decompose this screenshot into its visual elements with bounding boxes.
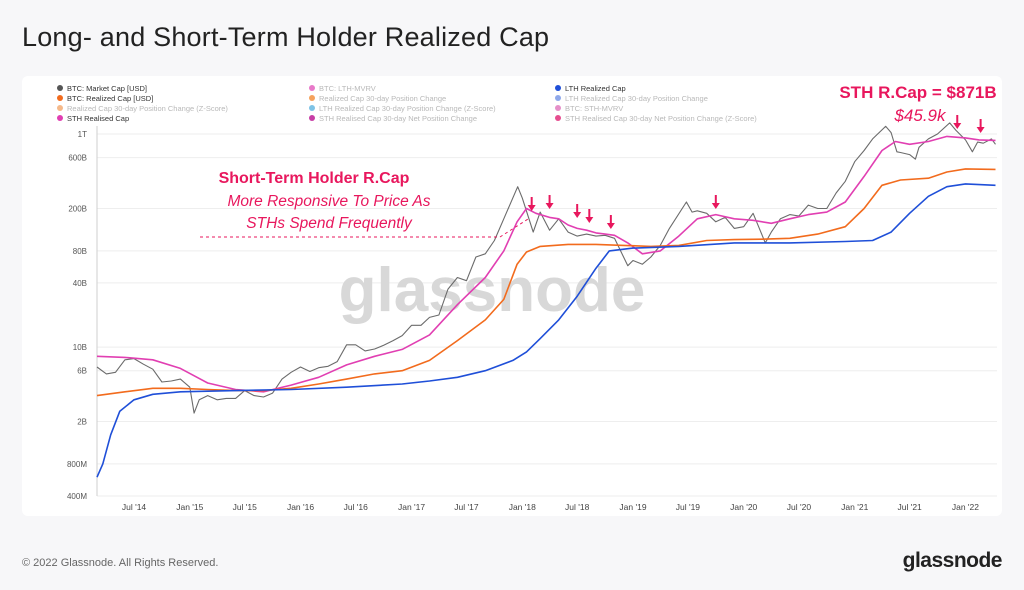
- legend-label[interactable]: LTH Realized Cap 30-day Position Change: [565, 94, 708, 103]
- legend-marker[interactable]: [555, 105, 561, 111]
- legend-label[interactable]: BTC: Market Cap [USD]: [67, 84, 147, 93]
- down-arrow-icon: [976, 119, 985, 133]
- legend-label[interactable]: Realized Cap 30-day Position Change: [319, 94, 446, 103]
- legend-marker[interactable]: [555, 115, 561, 121]
- y-tick-label: 800M: [67, 460, 87, 469]
- down-arrow-icon: [585, 209, 594, 223]
- x-tick-label: Jan '18: [509, 502, 536, 512]
- y-tick-label: 80B: [73, 247, 87, 256]
- y-tick-label: 2B: [77, 418, 87, 427]
- annotation-arrows: [527, 115, 985, 229]
- y-tick-label: 1T: [78, 130, 87, 139]
- legend-label[interactable]: BTC: LTH-MVRV: [319, 84, 376, 93]
- legend-label[interactable]: STH Realised Cap 30-day Net Position Cha…: [319, 114, 477, 123]
- series-line-lth-realized-cap: [96, 183, 996, 478]
- series-group: [96, 122, 996, 478]
- chart-card: BTC: Market Cap [USD] BTC: LTH-MVRV LTH Re…: [22, 76, 1002, 516]
- legend-marker[interactable]: [57, 105, 63, 111]
- x-axis: Jul '14 Jan '15 Jul '15 Jan '16 Jul '16 Jan '…: [122, 502, 979, 512]
- x-tick-label: Jul '21: [897, 502, 922, 512]
- callout: Short-Term Holder R.Cap More Responsive …: [200, 170, 529, 238]
- footer-brand-logo: glassnode: [902, 549, 1003, 572]
- x-tick-label: Jul '14: [122, 502, 147, 512]
- x-tick-label: Jan '16: [287, 502, 314, 512]
- down-arrow-icon: [527, 197, 536, 211]
- down-arrow-icon: [573, 204, 582, 218]
- x-tick-label: Jan '22: [952, 502, 979, 512]
- series-line-sth-realised-cap: [96, 135, 996, 393]
- legend-marker[interactable]: [57, 115, 63, 121]
- y-tick-label: 10B: [73, 343, 87, 352]
- callout-title: Short-Term Holder R.Cap: [219, 170, 410, 187]
- watermark: glassnode: [339, 256, 646, 325]
- down-arrow-icon: [711, 195, 720, 209]
- legend-marker[interactable]: [309, 115, 315, 121]
- legend-marker[interactable]: [555, 95, 561, 101]
- x-tick-label: Jan '17: [398, 502, 425, 512]
- x-tick-label: Jul '20: [787, 502, 812, 512]
- chart-grid: [96, 126, 997, 497]
- legend-label[interactable]: STH Realised Cap 30-day Net Position Cha…: [565, 114, 757, 123]
- y-tick-label: 600B: [68, 154, 87, 163]
- chart-svg: BTC: Market Cap [USD] BTC: LTH-MVRV LTH Re…: [57, 83, 997, 512]
- y-axis: 1T 600B 200B 80B 40B 10B 6B 2B 800M 400M: [67, 130, 87, 501]
- legend-label[interactable]: BTC: STH-MVRV: [565, 104, 623, 113]
- legend-marker[interactable]: [57, 85, 63, 91]
- legend-label[interactable]: LTH Realized Cap: [565, 84, 626, 93]
- x-tick-label: Jul '15: [233, 502, 258, 512]
- sth-cap-label: STH R.Cap = $871B: [839, 83, 996, 102]
- x-tick-label: Jan '21: [841, 502, 868, 512]
- legend-label[interactable]: BTC: Realized Cap [USD]: [67, 94, 153, 103]
- callout-line-2: STHs Spend Frequently: [246, 215, 413, 232]
- legend-marker[interactable]: [309, 85, 315, 91]
- y-tick-label: 6B: [77, 367, 87, 376]
- x-tick-label: Jul '17: [454, 502, 479, 512]
- legend-marker[interactable]: [555, 85, 561, 91]
- x-tick-label: Jul '16: [344, 502, 369, 512]
- legend-label[interactable]: LTH Realized Cap 30-day Position Change …: [319, 104, 496, 113]
- legend-marker[interactable]: [57, 95, 63, 101]
- x-tick-label: Jul '18: [565, 502, 590, 512]
- footer-copyright: © 2022 Glassnode. All Rights Reserved.: [22, 557, 219, 569]
- legend-marker[interactable]: [309, 105, 315, 111]
- down-arrow-icon: [953, 115, 962, 129]
- x-tick-label: Jan '20: [730, 502, 757, 512]
- down-arrow-icon: [606, 215, 615, 229]
- legend-marker[interactable]: [309, 95, 315, 101]
- legend: BTC: Market Cap [USD] BTC: LTH-MVRV LTH Re…: [57, 84, 757, 123]
- y-tick-label: 40B: [73, 279, 87, 288]
- y-tick-label: 400M: [67, 492, 87, 501]
- price-label: $45.9k: [893, 106, 947, 125]
- callout-line-1: More Responsive To Price As: [227, 193, 430, 210]
- x-tick-label: Jul '19: [676, 502, 701, 512]
- y-tick-label: 200B: [68, 204, 87, 213]
- down-arrow-icon: [545, 195, 554, 209]
- page-title: Long- and Short-Term Holder Realized Cap: [22, 22, 550, 52]
- x-tick-label: Jan '19: [619, 502, 646, 512]
- legend-label[interactable]: Realized Cap 30-day Position Change (Z-S…: [67, 104, 228, 113]
- x-tick-label: Jan '15: [176, 502, 203, 512]
- legend-label[interactable]: STH Realised Cap: [67, 114, 129, 123]
